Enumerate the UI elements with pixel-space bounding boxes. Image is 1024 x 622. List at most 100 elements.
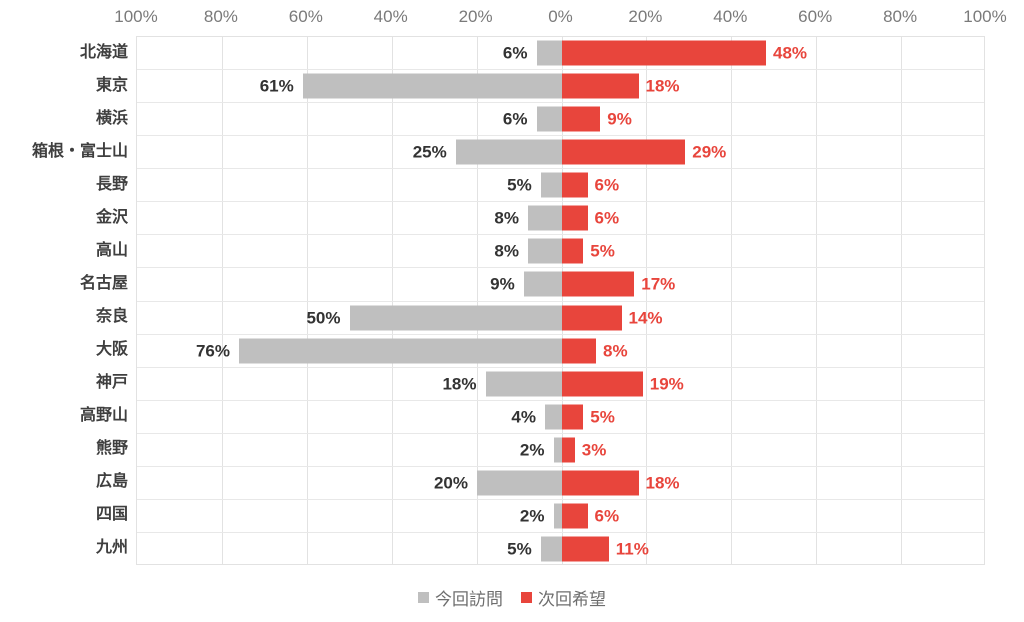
y-axis-category-labels: 北海道 東京 横浜 箱根・富士山 長野 金沢 高山 名古屋 奈良 大阪 神戸 高野山 熊野 広島 四国 九州 xyxy=(0,36,128,565)
y-axis-category-label: 北海道 xyxy=(79,43,128,61)
chart-row: 8% 6% xyxy=(137,202,984,236)
data-label-current-visit: 20% xyxy=(433,473,468,493)
bar-segment-next-wish xyxy=(562,40,766,66)
x-axis-tick-label: 40% xyxy=(713,7,748,26)
y-axis-category-label: 金沢 xyxy=(95,208,128,226)
data-label-current-visit: 61% xyxy=(259,76,294,96)
bar-segment-next-wish xyxy=(562,205,588,231)
legend-item[interactable]: 次回希望 xyxy=(521,585,606,610)
data-label-next-wish: 48% xyxy=(773,43,808,63)
data-label-next-wish: 17% xyxy=(641,274,676,294)
data-label-next-wish: 6% xyxy=(594,175,620,195)
data-label-next-wish: 8% xyxy=(603,341,628,361)
chart-row: 18% 19% xyxy=(137,368,984,401)
chart-row: 76% 8% xyxy=(137,335,984,368)
x-axis-tick-label: 100% xyxy=(963,7,1007,26)
data-label-next-wish: 11% xyxy=(615,539,649,559)
x-axis-tick-label: 0% xyxy=(548,7,573,26)
bar-segment-next-wish xyxy=(562,238,584,264)
y-axis-category-label: 名古屋 xyxy=(79,274,128,292)
y-axis-category-label: 横浜 xyxy=(95,109,128,127)
data-label-next-wish: 14% xyxy=(628,308,663,328)
bar-segment-current-visit xyxy=(239,338,562,364)
bar-segment-current-visit xyxy=(553,437,562,463)
data-label-next-wish: 3% xyxy=(581,440,607,460)
chart-legend: 今回訪問 次回希望 xyxy=(0,585,1024,610)
chart-row: 6% 9% xyxy=(137,103,984,137)
chart-row: 5% 11% xyxy=(137,533,984,566)
x-axis-tick-label: 20% xyxy=(458,7,493,26)
data-label-current-visit: 6% xyxy=(502,109,528,129)
bar-segment-current-visit xyxy=(302,73,562,99)
chart-row: 5% 6% xyxy=(137,169,984,203)
data-label-current-visit: 5% xyxy=(507,175,532,195)
x-axis-tick-label: 20% xyxy=(628,7,663,26)
data-label-current-visit: 6% xyxy=(502,43,528,63)
y-axis-category-label: 高野山 xyxy=(79,407,128,425)
y-axis-category-label: 箱根・富士山 xyxy=(31,142,128,160)
y-axis-category-label: 九州 xyxy=(95,539,128,557)
data-label-current-visit: 8% xyxy=(494,241,519,261)
bar-segment-next-wish xyxy=(562,338,596,364)
bar-segment-current-visit xyxy=(553,503,562,529)
chart-row: 2% 6% xyxy=(137,500,984,533)
bar-segment-current-visit xyxy=(545,404,562,430)
bar-segment-next-wish xyxy=(562,73,639,99)
bar-segment-current-visit xyxy=(528,238,562,264)
bar-segment-current-visit xyxy=(536,40,562,66)
chart-row: 9% 17% xyxy=(137,268,984,302)
data-label-next-wish: 19% xyxy=(649,374,684,394)
data-label-current-visit: 9% xyxy=(490,274,515,294)
y-axis-category-label: 広島 xyxy=(95,473,128,491)
legend-swatch-icon xyxy=(418,592,429,603)
data-label-current-visit: 25% xyxy=(412,142,447,162)
data-label-next-wish: 18% xyxy=(645,473,680,493)
chart-row: 61% 18% xyxy=(137,70,984,104)
chart-row: 8% 5% xyxy=(137,235,984,269)
chart-row: 2% 3% xyxy=(137,434,984,467)
y-axis-category-label: 奈良 xyxy=(95,308,128,326)
bar-segment-next-wish xyxy=(562,536,609,562)
bar-segment-next-wish xyxy=(562,139,686,165)
bar-segment-next-wish xyxy=(562,106,601,132)
data-label-current-visit: 8% xyxy=(494,208,519,228)
x-axis-tick-label: 80% xyxy=(883,7,918,26)
x-axis-tick-label: 80% xyxy=(203,7,238,26)
legend-label: 今回訪問 xyxy=(435,590,503,609)
data-label-next-wish: 6% xyxy=(594,506,620,526)
chart-row: 6% 48% xyxy=(137,37,984,71)
bar-segment-next-wish xyxy=(562,470,639,496)
data-label-current-visit: 4% xyxy=(511,407,536,427)
data-label-current-visit: 2% xyxy=(519,506,545,526)
bar-segment-next-wish xyxy=(562,371,643,397)
bar-segment-current-visit xyxy=(477,470,562,496)
legend-item[interactable]: 今回訪問 xyxy=(418,585,503,610)
data-label-next-wish: 18% xyxy=(645,76,680,96)
data-label-current-visit: 76% xyxy=(195,341,230,361)
chart-row: 50% 14% xyxy=(137,302,984,335)
data-label-next-wish: 5% xyxy=(590,407,615,427)
bar-segment-next-wish xyxy=(562,404,584,430)
chart-row: 25% 29% xyxy=(137,136,984,170)
y-axis-category-label: 高山 xyxy=(95,241,128,259)
data-label-current-visit: 50% xyxy=(306,308,341,328)
y-axis-category-label: 東京 xyxy=(95,76,128,94)
x-axis-top: 100% 80% 60% 40% 20% 0% 20% 40% 60% 80% 100% xyxy=(0,0,1024,36)
bar-segment-current-visit xyxy=(536,106,562,132)
x-axis-tick-label: 40% xyxy=(373,7,408,26)
y-axis-category-label: 熊野 xyxy=(95,440,128,458)
data-label-current-visit: 5% xyxy=(507,539,532,559)
data-label-current-visit: 2% xyxy=(519,440,545,460)
bar-segment-next-wish xyxy=(562,271,635,297)
bar-segment-next-wish xyxy=(562,172,588,198)
bar-segment-current-visit xyxy=(523,271,562,297)
legend-swatch-icon xyxy=(521,592,532,603)
bar-segment-current-visit xyxy=(349,305,562,331)
data-label-next-wish: 6% xyxy=(594,208,620,228)
y-axis-category-label: 四国 xyxy=(95,506,128,524)
bar-segment-next-wish xyxy=(562,305,622,331)
x-axis-tick-label: 100% xyxy=(114,7,158,26)
y-axis-category-label: 大阪 xyxy=(95,341,128,359)
y-axis-category-label: 神戸 xyxy=(95,374,128,392)
